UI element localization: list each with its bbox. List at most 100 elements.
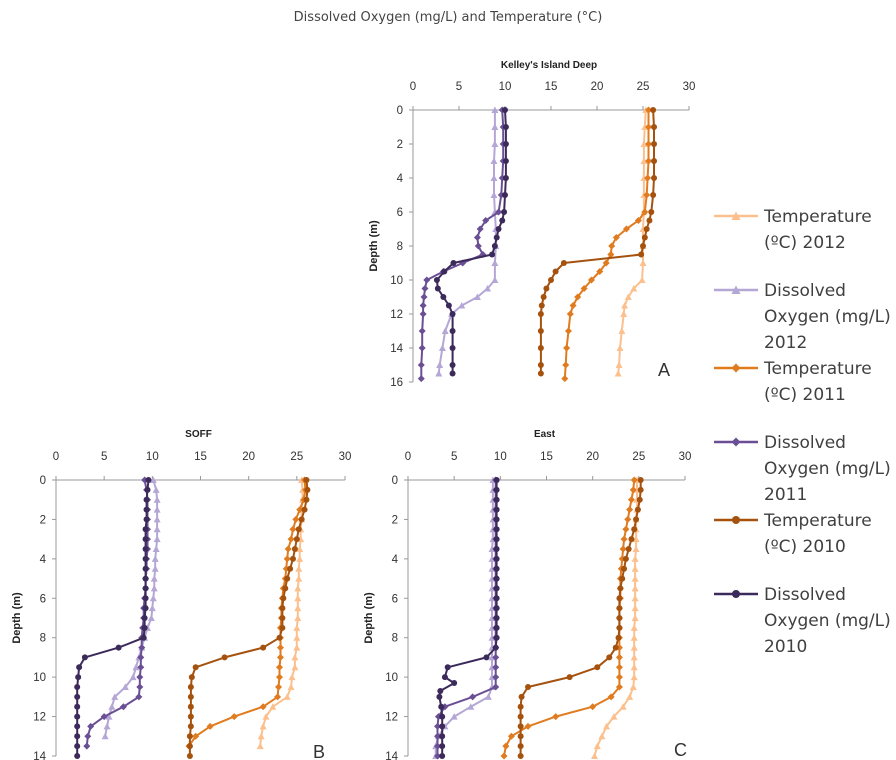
- data-point: [192, 732, 200, 740]
- data-point: [651, 124, 658, 130]
- data-point: [612, 644, 619, 651]
- series-line: [420, 109, 505, 379]
- x-tick-label: 30: [683, 81, 696, 93]
- legend-label-line: 2012: [764, 333, 808, 353]
- data-point: [500, 752, 508, 760]
- data-point: [495, 226, 502, 232]
- data-point: [141, 624, 148, 631]
- data-point: [153, 515, 161, 523]
- x-tick-label: 5: [451, 451, 457, 463]
- data-point: [632, 535, 640, 543]
- data-point: [304, 486, 311, 493]
- y-tick-label: 8: [392, 633, 398, 645]
- data-point: [149, 594, 157, 602]
- data-point: [593, 742, 601, 750]
- data-point: [617, 585, 624, 592]
- data-point: [75, 674, 82, 681]
- data-point: [418, 327, 426, 335]
- data-point: [537, 328, 544, 334]
- data-point: [84, 732, 92, 740]
- series-temperature-c-2010: [186, 477, 311, 759]
- data-point: [490, 174, 498, 181]
- data-point: [149, 476, 157, 483]
- series-dissolved-oxygen-mg-l-2010: [436, 477, 500, 759]
- series-dissolved-oxygen-mg-l-2010: [433, 107, 509, 377]
- data-point: [493, 516, 500, 523]
- data-point: [492, 683, 500, 691]
- data-point: [153, 506, 161, 513]
- y-tick-label: 2: [397, 139, 403, 151]
- x-tick-label: 0: [405, 451, 411, 463]
- data-point: [629, 486, 637, 494]
- data-point: [616, 624, 623, 631]
- x-tick-label: 10: [499, 81, 512, 93]
- data-point: [493, 536, 500, 543]
- chart-panel-kelleys-island-deep: Kelley's Island Deep 0 5 10 15 20 25 30 0 2 4 6 8 10 1…: [368, 60, 695, 389]
- data-point: [517, 743, 524, 750]
- data-point: [423, 276, 431, 284]
- data-point: [439, 713, 446, 720]
- legend-label-line: 2011: [764, 485, 808, 505]
- data-point: [641, 208, 649, 216]
- y-tick-label: 4: [392, 554, 399, 566]
- data-point: [493, 565, 500, 572]
- series-line: [438, 480, 498, 756]
- data-point: [645, 140, 653, 148]
- data-point: [637, 477, 644, 483]
- data-point: [615, 361, 623, 368]
- data-point: [83, 742, 91, 750]
- x-tick-label: 10: [494, 451, 507, 463]
- x-tick-label: 30: [679, 451, 692, 463]
- data-point: [143, 496, 150, 503]
- data-point: [493, 615, 500, 621]
- data-point: [626, 506, 634, 514]
- data-point: [615, 634, 622, 641]
- data-point: [580, 285, 588, 292]
- data-point: [640, 243, 646, 249]
- data-point: [643, 226, 650, 232]
- data-point: [137, 653, 145, 661]
- data-point: [111, 693, 119, 700]
- data-point: [645, 106, 653, 114]
- legend-label-line: (ºC) 2011: [764, 385, 846, 405]
- data-point: [482, 217, 490, 224]
- data-point: [548, 277, 554, 283]
- data-point: [192, 664, 199, 671]
- data-point: [289, 555, 296, 562]
- series-dissolved-oxygen-mg-l-2012: [101, 476, 161, 740]
- data-point: [206, 722, 214, 730]
- data-point: [517, 753, 524, 759]
- data-point: [483, 654, 490, 661]
- data-point: [540, 294, 547, 300]
- data-point: [418, 344, 426, 352]
- panel-letter: C: [674, 740, 687, 760]
- data-point: [121, 683, 129, 690]
- data-point: [148, 604, 156, 612]
- data-point: [552, 713, 560, 721]
- data-point: [74, 713, 81, 720]
- y-tick-label: 6: [392, 593, 398, 605]
- data-point: [619, 575, 626, 582]
- data-point: [631, 604, 639, 612]
- data-point: [295, 565, 303, 572]
- data-point: [626, 693, 634, 700]
- x-tick-label: 15: [194, 451, 207, 463]
- series-temperature-c-2012: [256, 476, 307, 750]
- series-line: [563, 110, 650, 379]
- data-point: [493, 624, 500, 631]
- data-point: [651, 158, 658, 164]
- series-line: [436, 480, 497, 756]
- legend-marker: [731, 285, 741, 294]
- data-point: [287, 565, 294, 572]
- data-point: [143, 506, 150, 513]
- data-point: [221, 654, 228, 661]
- data-point: [280, 595, 287, 602]
- data-point: [288, 673, 296, 681]
- data-point: [630, 673, 638, 681]
- data-point: [493, 546, 500, 552]
- data-point: [129, 673, 137, 681]
- data-point: [594, 664, 601, 671]
- data-point: [491, 243, 498, 249]
- x-tick-label: 0: [53, 451, 59, 463]
- data-point: [434, 722, 442, 730]
